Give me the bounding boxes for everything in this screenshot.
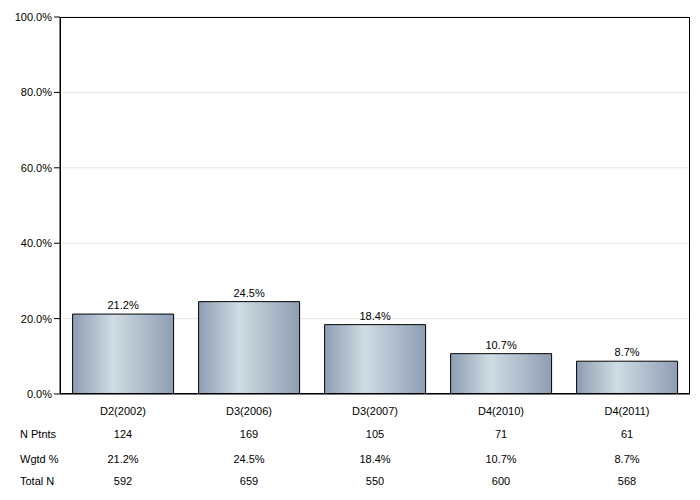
- svg-text:124: 124: [114, 428, 132, 440]
- svg-text:D4(2011): D4(2011): [604, 405, 649, 417]
- svg-text:18.4%: 18.4%: [359, 453, 390, 465]
- svg-text:105: 105: [366, 428, 384, 440]
- svg-text:Total N: Total N: [20, 475, 54, 487]
- svg-text:592: 592: [114, 475, 132, 487]
- svg-text:N Ptnts: N Ptnts: [20, 428, 57, 440]
- svg-text:20.0%: 20.0%: [21, 313, 52, 325]
- svg-text:550: 550: [366, 475, 384, 487]
- svg-text:8.7%: 8.7%: [614, 453, 639, 465]
- svg-text:10.7%: 10.7%: [485, 339, 516, 351]
- svg-text:8.7%: 8.7%: [615, 346, 640, 358]
- svg-text:60.0%: 60.0%: [21, 162, 52, 174]
- svg-text:659: 659: [240, 475, 258, 487]
- svg-text:Wgtd %: Wgtd %: [20, 453, 59, 465]
- svg-text:D2(2002): D2(2002): [100, 405, 146, 417]
- svg-text:80.0%: 80.0%: [21, 86, 52, 98]
- svg-text:71: 71: [495, 428, 507, 440]
- svg-text:568: 568: [618, 475, 636, 487]
- svg-text:D4(2010): D4(2010): [478, 405, 524, 417]
- svg-text:D3(2006): D3(2006): [226, 405, 272, 417]
- svg-text:600: 600: [492, 475, 510, 487]
- svg-text:24.5%: 24.5%: [233, 287, 264, 299]
- svg-text:21.2%: 21.2%: [107, 299, 138, 311]
- svg-text:18.4%: 18.4%: [359, 310, 390, 322]
- svg-text:D3(2007): D3(2007): [352, 405, 398, 417]
- svg-text:10.7%: 10.7%: [485, 453, 516, 465]
- svg-text:24.5%: 24.5%: [233, 453, 264, 465]
- svg-text:100.0%: 100.0%: [15, 11, 53, 23]
- svg-text:61: 61: [621, 428, 633, 440]
- svg-text:21.2%: 21.2%: [107, 453, 138, 465]
- svg-text:40.0%: 40.0%: [21, 237, 52, 249]
- svg-text:169: 169: [240, 428, 258, 440]
- svg-text:0.0%: 0.0%: [27, 388, 52, 400]
